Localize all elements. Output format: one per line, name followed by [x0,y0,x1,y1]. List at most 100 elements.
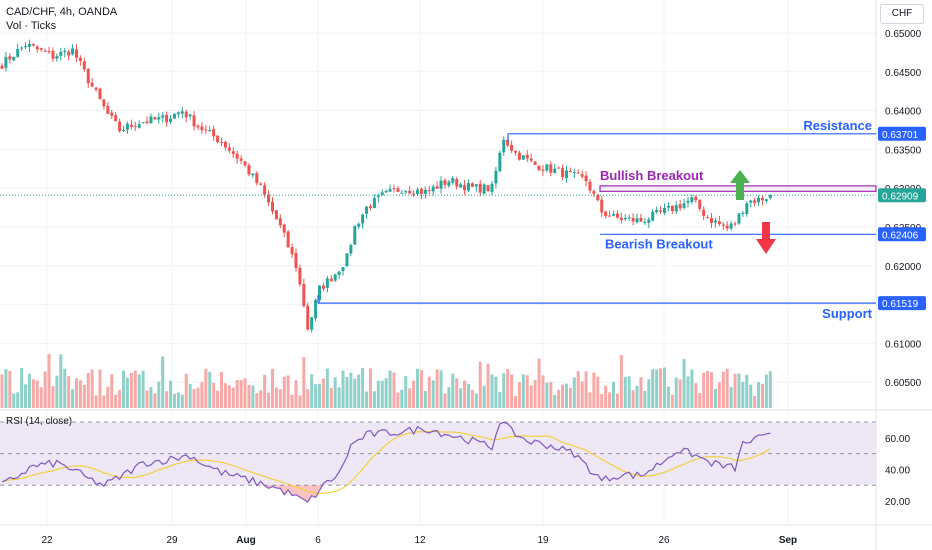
time-tick-label: Aug [236,535,255,546]
candle-body [729,223,733,229]
candle-body [400,192,404,194]
volume-bar [169,380,173,408]
time-tick-label: 6 [315,535,321,546]
volume-bar [145,390,149,408]
candle-body [192,115,196,127]
bearish-breakout-label: Bearish Breakout [605,236,713,251]
volume-bar [466,383,470,408]
volume-bar [451,373,455,408]
candle-body [702,209,706,217]
candle-body [306,305,310,330]
volume-bar [267,392,271,408]
candle-body [615,213,619,218]
candle-body [67,51,71,56]
volume-bar [361,368,365,408]
candle-body [388,189,392,192]
volume-bar [333,377,337,408]
volume-bar [768,371,772,408]
arrow-up-icon [730,170,750,200]
candle-body [764,199,768,201]
volume-bar [517,382,521,408]
candle-body [372,197,376,208]
time-tick-label: 22 [41,535,53,546]
candle-body [31,43,35,46]
volume-bar [627,376,631,408]
candle-body [78,57,82,61]
candle-body [259,183,263,185]
volume-bar [419,370,423,408]
volume-bar [694,383,698,408]
volume-bar [357,374,361,408]
volume-bar [666,386,670,408]
candle-body [427,189,431,191]
candle-body [376,195,380,198]
candle-body [408,190,412,194]
volume-bar [102,395,106,408]
volume-bar [176,392,180,408]
candle-body [63,50,67,53]
candle-body [114,115,118,122]
volume-bar [533,379,537,408]
volume-bar [98,369,102,408]
price-tick-label: 0.64500 [885,68,922,79]
candle-body [216,135,220,143]
candle-body [35,46,39,50]
volume-bar [494,376,498,408]
volume-bar [423,390,427,408]
volume-bar [306,389,310,408]
volume-bar [298,395,302,408]
volume-bar [612,381,616,408]
volume-bar [114,394,118,408]
volume-bar [78,380,82,408]
candle-body [443,180,447,185]
volume-bar [259,390,263,408]
volume-bar [706,370,710,408]
candle-body [768,195,772,199]
volume-bar [278,389,282,408]
candle-body [549,164,553,173]
last-price-badge: 0.62909 [882,191,919,202]
candle-body [733,223,737,225]
volume-bar [255,393,259,408]
candle-body [451,178,455,183]
volume-bar [447,387,451,408]
candle-body [47,51,51,53]
volume-bar [592,372,596,408]
volume-bar [290,394,294,408]
volume-bar [580,381,584,408]
volume-bar [486,363,490,408]
candle-body [529,158,533,161]
volume-bar [557,389,561,408]
candle-body [314,299,318,319]
support-badge: 0.61519 [882,299,919,310]
volume-bar [470,389,474,408]
volume-bar [764,374,768,408]
volume-bar [35,380,39,408]
rsi-tick-label: 40.00 [885,465,910,476]
candle-body [757,197,761,203]
candle-body [365,206,369,214]
volume-bar [721,371,725,408]
candle-body [361,214,365,224]
volume-bar [133,370,137,408]
volume-bar [47,354,51,408]
candle-body [494,170,498,184]
volume-bar [541,375,545,408]
candle-body [506,139,510,146]
candle-body [12,57,16,61]
volume-bar [55,375,59,408]
time-tick-label: 19 [537,535,549,546]
candle-body [157,117,161,120]
volume-bar [129,372,133,408]
time-tick-label: 12 [414,535,426,546]
volume-bar [455,378,459,408]
volume-bar [619,355,623,408]
volume-bar [745,374,749,408]
volume-bar [623,376,627,408]
volume-bar [702,372,706,408]
volume-bar [572,377,576,408]
currency-button[interactable]: CHF [880,4,924,24]
candle-body [90,82,94,87]
candle-body [200,126,204,131]
volume-bar [231,387,235,408]
